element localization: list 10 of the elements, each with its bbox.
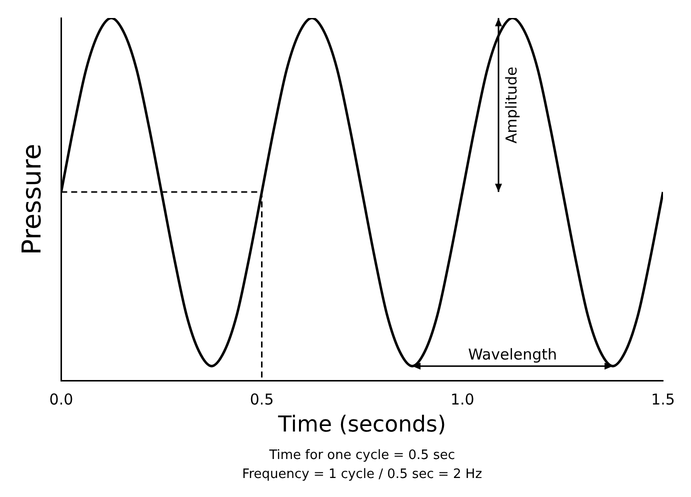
x-tick-label: 1.5: [651, 390, 675, 408]
text: Time for one cycle = 0.5 sec: [268, 448, 455, 463]
annotation: Wavelength: [468, 345, 558, 364]
x-tick-label: 0.5: [250, 390, 274, 408]
x-tick-label: 1.0: [450, 390, 474, 408]
y-axis-title: Pressure: [17, 144, 48, 255]
annotation: Amplitude: [502, 66, 520, 144]
text: Frequency = 1 cycle / 0.5 sec = 2 Hz: [242, 466, 482, 482]
x-tick-label: 0.0: [49, 390, 74, 408]
x-axis-title: Time (seconds): [277, 412, 446, 438]
